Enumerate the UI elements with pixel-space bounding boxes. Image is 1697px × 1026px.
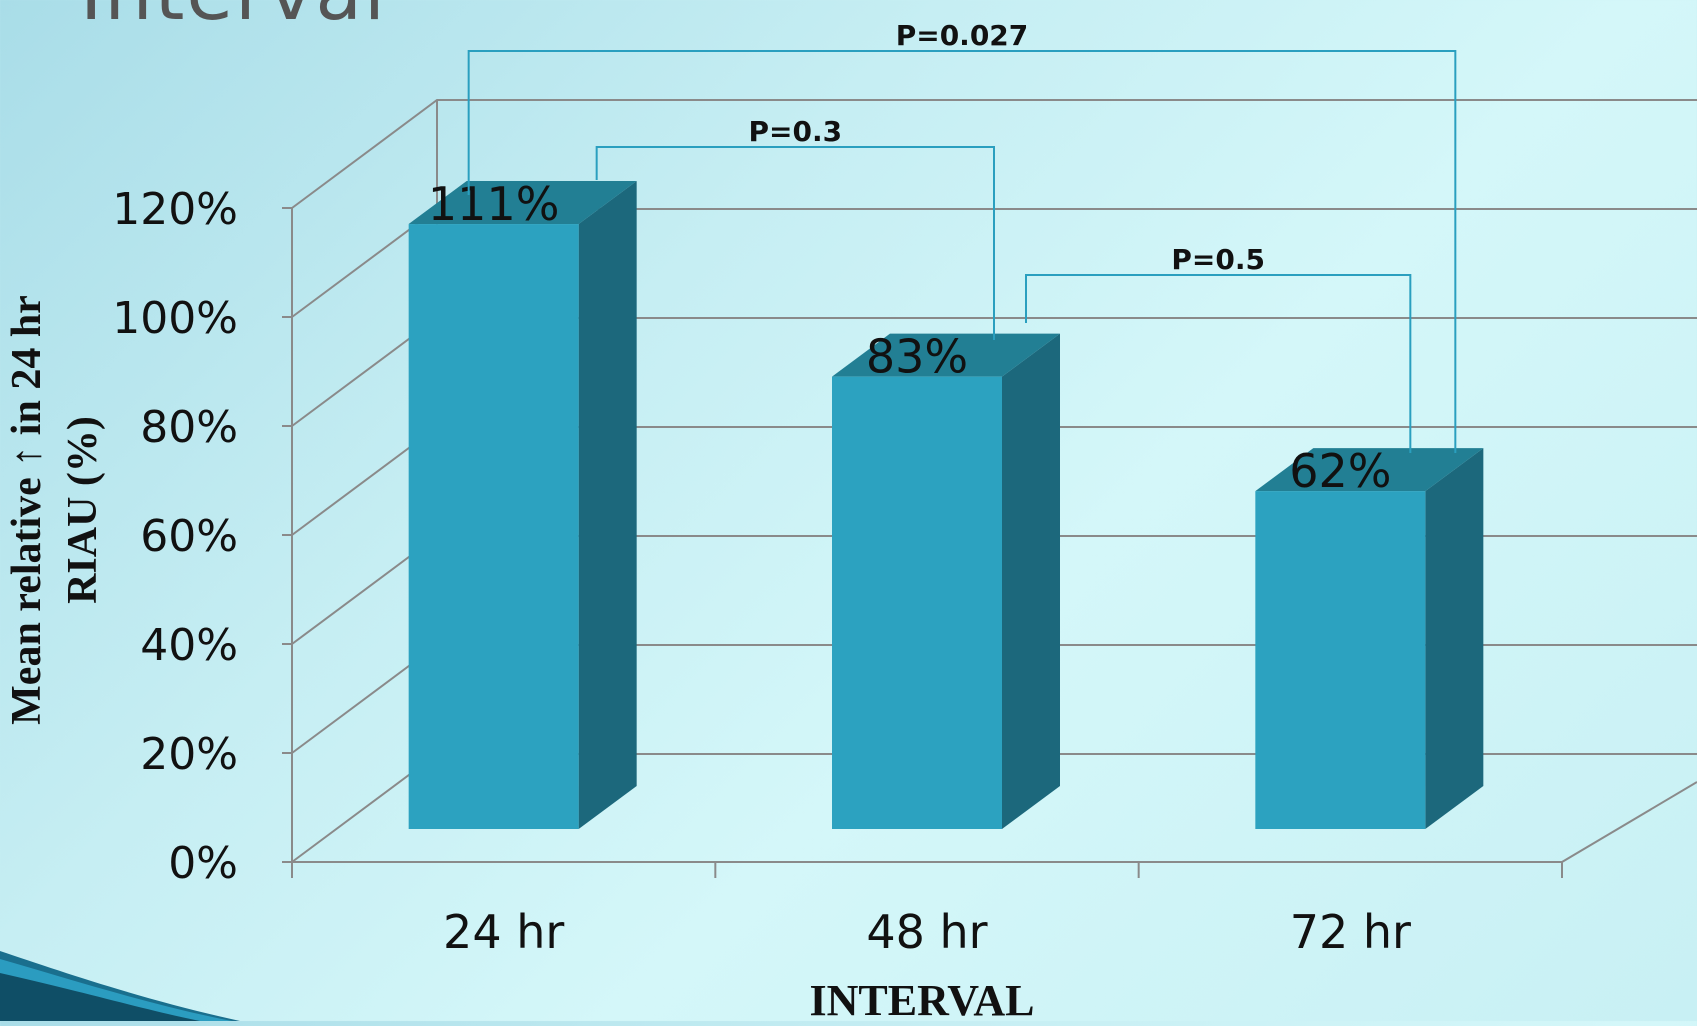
p-value-label: P=0.3 bbox=[749, 115, 843, 148]
significance-bracket bbox=[595, 146, 995, 340]
x-tick-label: 72 hr bbox=[1290, 905, 1411, 959]
data-label: 111% bbox=[428, 177, 560, 231]
p-value-label: P=0.5 bbox=[1171, 243, 1265, 276]
y-tick-label: 60% bbox=[140, 511, 238, 562]
y-tick-label: 100% bbox=[112, 293, 238, 344]
bar-top bbox=[832, 333, 1060, 377]
bar bbox=[832, 376, 1002, 829]
y-tick-label: 40% bbox=[140, 620, 238, 671]
y-tick-label: 80% bbox=[140, 402, 238, 453]
y-axis-label: Mean relative ↑ in 24 hr RIAU (%) bbox=[0, 295, 111, 725]
bar-side bbox=[1425, 448, 1484, 829]
bar-top bbox=[1255, 448, 1484, 492]
bar-top bbox=[408, 181, 637, 225]
bar-side bbox=[1002, 333, 1060, 829]
p-value-label: P=0.027 bbox=[896, 19, 1029, 52]
x-axis-label: INTERVAL bbox=[809, 976, 1035, 1025]
y-tick-label: 20% bbox=[140, 729, 238, 780]
y-tick-label: 0% bbox=[168, 838, 238, 889]
x-tick-label: 48 hr bbox=[866, 905, 987, 959]
bar bbox=[1255, 491, 1426, 829]
data-label: 83% bbox=[866, 330, 968, 384]
floor-edge bbox=[1561, 781, 1697, 863]
significance-bracket bbox=[1025, 274, 1412, 453]
data-label: 62% bbox=[1289, 444, 1391, 498]
bar-side bbox=[578, 181, 637, 830]
y-tick-label: 120% bbox=[112, 184, 238, 235]
corner-decoration bbox=[0, 951, 240, 1021]
x-tick-label: 24 hr bbox=[443, 905, 564, 959]
slide-title: Interval bbox=[80, 0, 387, 37]
y-axis-label-line-2: RIAU (%) bbox=[60, 416, 106, 604]
bar bbox=[408, 224, 579, 830]
significance-bracket bbox=[467, 50, 1457, 453]
y-axis-label-line-1: Mean relative ↑ in 24 hr bbox=[4, 295, 50, 725]
